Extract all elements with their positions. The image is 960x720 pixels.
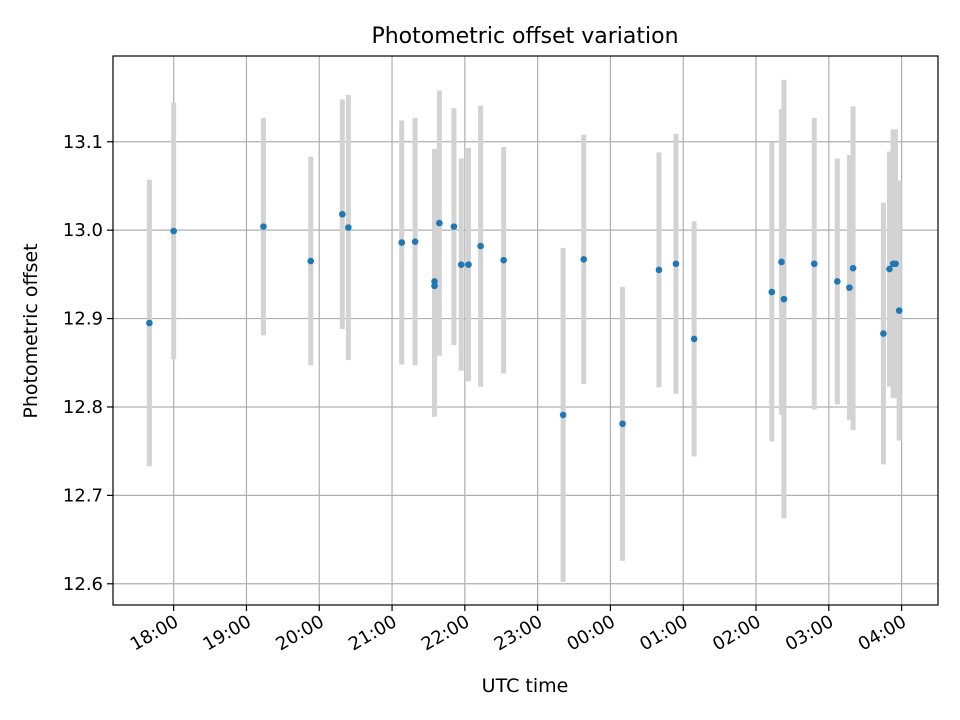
x-axis-label: UTC time xyxy=(482,675,569,697)
data-point xyxy=(260,223,267,230)
y-tick-label: 13.0 xyxy=(63,220,103,241)
data-point xyxy=(339,210,346,218)
data-point xyxy=(345,224,352,231)
y-axis: 12.6 12.7 12.8 12.9 13.0 13.1 xyxy=(63,132,113,595)
data-point xyxy=(892,260,899,268)
data-point xyxy=(846,284,853,291)
x-tick-label: 19:00 xyxy=(200,611,255,655)
data-point xyxy=(849,264,857,272)
y-tick-label: 12.7 xyxy=(63,485,103,506)
data-point xyxy=(778,258,785,266)
y-axis-label: Photometric offset xyxy=(20,243,42,418)
data-point xyxy=(768,288,776,296)
data-point xyxy=(580,256,588,263)
grid xyxy=(113,56,938,605)
y-tick-label: 13.1 xyxy=(63,132,103,153)
data-point xyxy=(307,257,315,265)
data-point xyxy=(477,242,484,250)
data-point xyxy=(780,295,788,303)
data-point xyxy=(450,223,458,230)
data-point xyxy=(810,260,818,268)
x-tick-label: 23:00 xyxy=(491,611,546,655)
x-tick-label: 01:00 xyxy=(636,611,691,655)
data-point xyxy=(619,420,626,428)
data-point xyxy=(834,278,841,285)
error-bars xyxy=(146,79,902,583)
y-tick-label: 12.9 xyxy=(63,309,103,330)
x-tick-label: 21:00 xyxy=(345,611,400,655)
data-point xyxy=(398,239,406,246)
data-point xyxy=(411,238,419,245)
x-tick-label: 00:00 xyxy=(564,611,619,655)
data-point xyxy=(436,219,443,227)
data-point xyxy=(690,335,698,343)
plot-frame xyxy=(112,55,939,606)
data-point xyxy=(170,227,177,235)
x-tick-label: 03:00 xyxy=(782,611,837,655)
data-point xyxy=(886,265,893,273)
x-tick-label: 02:00 xyxy=(709,611,764,655)
chart-title: Photometric offset variation xyxy=(371,24,678,49)
data-point xyxy=(559,411,567,419)
data-point xyxy=(457,261,465,268)
data-points xyxy=(146,210,903,428)
data-point xyxy=(672,260,680,268)
data-point xyxy=(895,307,903,314)
y-tick-label: 12.8 xyxy=(63,397,103,418)
x-tick-label: 04:00 xyxy=(855,611,910,655)
data-point xyxy=(146,319,153,327)
y-tick-label: 12.6 xyxy=(63,574,103,595)
data-point xyxy=(500,256,507,264)
x-tick-label: 22:00 xyxy=(418,611,473,655)
x-axis: 18:00 19:00 20:00 21:00 22:00 23:00 00:00 01:00… xyxy=(127,605,910,655)
x-tick-label: 20:00 xyxy=(272,611,327,655)
data-point xyxy=(880,330,887,337)
data-point xyxy=(465,261,472,268)
data-point xyxy=(431,278,438,285)
data-point xyxy=(655,266,663,274)
x-tick-label: 18:00 xyxy=(127,611,182,655)
